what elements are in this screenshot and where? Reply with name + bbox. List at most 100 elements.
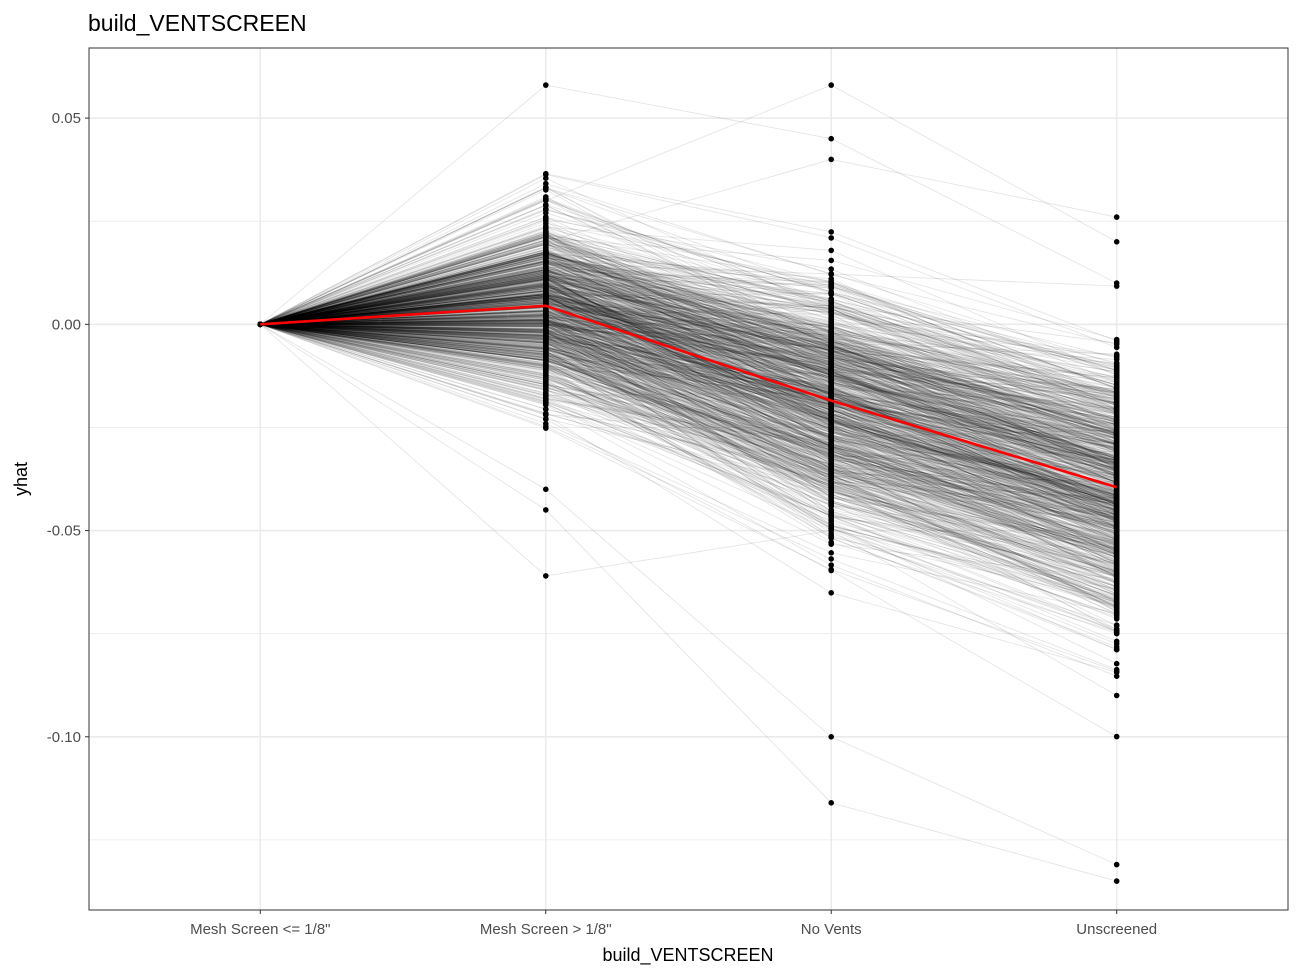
ice-curve — [260, 250, 1117, 423]
ice-curve — [260, 323, 1117, 515]
ice-curve — [260, 275, 1117, 423]
ice-curve — [260, 319, 1117, 572]
ice-curve — [260, 293, 1117, 464]
ice-curve — [260, 323, 1117, 550]
ice-curve — [260, 322, 1117, 538]
ice-curve — [260, 323, 1117, 483]
ice-curve — [260, 227, 1117, 367]
ice-curve — [260, 318, 1117, 505]
ice-curve — [260, 316, 1117, 476]
ice-curve — [260, 323, 1117, 572]
ice-curve — [260, 323, 1117, 642]
ice-curve — [260, 261, 1117, 426]
ice-point — [543, 382, 549, 388]
ice-point — [543, 416, 549, 422]
ice-curve — [260, 241, 1117, 382]
ice-curve — [260, 323, 1117, 543]
ice-curve — [260, 323, 1117, 425]
ice-curve — [260, 312, 1117, 477]
ice-curve — [260, 283, 1117, 469]
ice-curve — [260, 323, 1117, 529]
ice-curve — [260, 243, 1117, 398]
ice-curve — [260, 285, 1117, 473]
ice-curve — [260, 212, 1117, 407]
ice-curve — [260, 257, 1117, 413]
ice-curve — [260, 323, 1117, 557]
ice-curve — [260, 225, 1117, 371]
ice-curve — [260, 323, 1117, 519]
ice-curve — [260, 323, 1117, 552]
ice-curve — [260, 277, 1117, 568]
ice-curve — [260, 310, 1117, 565]
ice-curve — [260, 266, 1117, 379]
ice-curve — [260, 323, 1117, 672]
ice-curve — [260, 251, 1117, 448]
ice-curve — [260, 323, 1117, 504]
ice-curve — [260, 323, 1117, 520]
ice-curve — [260, 273, 1117, 529]
ice-curve — [260, 293, 1117, 460]
ice-curve — [260, 269, 1117, 385]
ice-curve — [260, 276, 1117, 433]
ice-point — [828, 503, 834, 510]
ice-curve — [260, 252, 1117, 439]
ice-curve — [260, 323, 1117, 558]
ice-curve — [260, 278, 1117, 389]
ice-curve — [260, 204, 1117, 387]
ice-curve — [260, 323, 1117, 465]
ice-curve — [260, 273, 1117, 449]
ice-curve — [260, 196, 1117, 431]
ice-curve — [260, 228, 1117, 452]
ice-curve — [260, 281, 1117, 472]
ice-point — [828, 352, 834, 359]
ice-curve — [260, 323, 1117, 564]
ice-curve — [260, 258, 1117, 402]
ice-curve — [260, 232, 1117, 409]
ice-point — [828, 340, 834, 347]
ice-curve — [260, 293, 1117, 613]
ice-curve — [260, 321, 1117, 515]
ice-curve — [260, 323, 1117, 607]
ice-curve — [260, 186, 1117, 438]
ice-curve — [260, 323, 1117, 645]
ice-curve — [260, 240, 1117, 432]
ice-curve — [260, 235, 1117, 404]
ice-curve — [260, 292, 1117, 496]
ice-curve — [260, 323, 1117, 540]
ice-point — [828, 371, 834, 378]
ice-curve — [260, 323, 1117, 512]
ice-curve — [260, 320, 1117, 519]
ice-point — [1113, 494, 1120, 500]
ice-curve — [260, 269, 1117, 430]
ice-point — [543, 406, 549, 413]
ice-curve — [260, 323, 1117, 516]
ice-curve — [260, 323, 1117, 588]
ice-curve — [260, 266, 1117, 411]
ice-point — [1113, 646, 1120, 653]
ice-curve — [260, 323, 1117, 476]
ice-curve — [260, 300, 1117, 517]
ice-curve — [260, 323, 1117, 489]
ice-curve — [260, 323, 1117, 548]
ice-curve — [260, 300, 1117, 541]
ice-curve — [260, 323, 1117, 503]
ice-curve — [260, 323, 1117, 614]
ice-curve — [260, 323, 1117, 616]
ice-curve — [260, 323, 1117, 550]
ice-curve — [260, 218, 1117, 383]
ice-curve — [260, 323, 1117, 503]
ice-curve — [260, 288, 1117, 443]
ice-curve — [260, 299, 1117, 494]
ice-curve — [260, 314, 1117, 604]
ice-curve — [260, 279, 1117, 421]
ice-curve — [260, 322, 1117, 515]
ice-curve — [260, 293, 1117, 409]
ice-curve — [260, 319, 1117, 506]
ice-curve — [260, 323, 1117, 533]
ice-curve — [260, 257, 1117, 411]
ice-curve — [260, 323, 1117, 496]
ice-curve — [260, 319, 1117, 510]
ice-curve — [260, 293, 1117, 456]
ice-curve — [260, 254, 1117, 420]
ice-curve — [260, 84, 1117, 325]
